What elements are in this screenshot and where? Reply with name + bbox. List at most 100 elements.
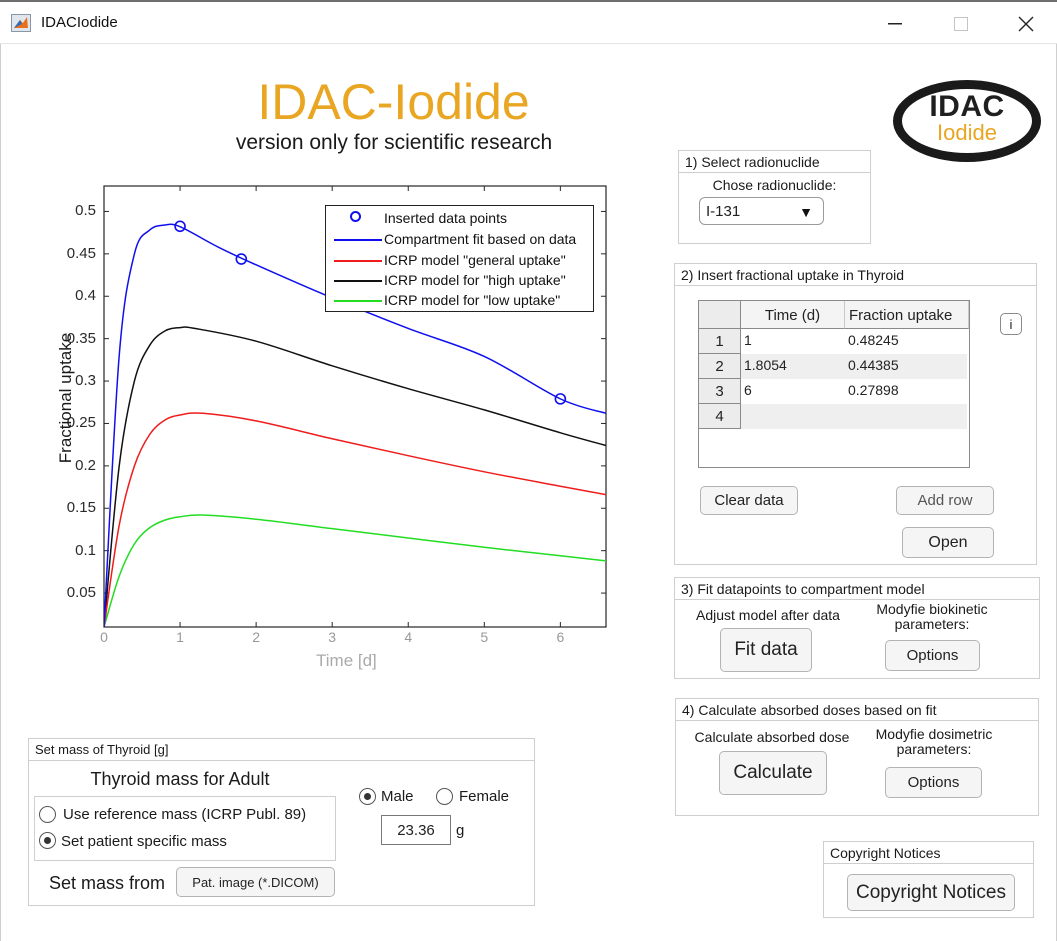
uptake-table[interactable]: Time (d) Fraction uptake 1 1 0.48245 2 1… xyxy=(698,300,970,468)
row-header[interactable]: 2 xyxy=(699,354,741,379)
green-line-icon xyxy=(334,300,382,302)
window-title: IDACIodide xyxy=(41,14,118,31)
x-tick-label: 3 xyxy=(328,629,337,645)
thyroid-mass-heading: Thyroid mass for Adult xyxy=(90,769,270,789)
copyright-notices-button[interactable]: Copyright Notices xyxy=(847,874,1015,911)
app-subtitle: version only for scientific research xyxy=(235,131,553,154)
panel-title: 3) Fit datapoints to compartment model xyxy=(675,578,1039,600)
cell-time[interactable]: 6 xyxy=(744,382,752,398)
idac-logo: IDAC Iodide xyxy=(893,80,1041,162)
mass-option-group xyxy=(34,796,336,861)
maximize-icon xyxy=(954,17,968,31)
series-line xyxy=(104,514,606,627)
y-tick-label: 0.15 xyxy=(66,499,96,517)
y-tick-label: 0.3 xyxy=(75,372,96,390)
patient-mass-label[interactable]: Set patient specific mass xyxy=(61,833,227,850)
calculate-dose-label: Calculate absorbed dose xyxy=(694,729,850,745)
chart-legend: Inserted data points Compartment fit bas… xyxy=(325,205,594,312)
clear-data-button[interactable]: Clear data xyxy=(700,486,798,515)
panel-title: Copyright Notices xyxy=(824,842,1033,864)
dosimetric-label: Modyfie dosimetric parameters: xyxy=(875,726,993,757)
y-tick-label: 0.05 xyxy=(66,584,96,602)
data-point-marker xyxy=(554,393,567,405)
biokinetic-options-button[interactable]: Options xyxy=(885,640,980,671)
legend-item-low-uptake: ICRP model for "low uptake" xyxy=(326,291,593,311)
x-tick-label: 1 xyxy=(176,629,184,645)
calculate-button[interactable]: Calculate xyxy=(719,751,827,795)
close-button[interactable] xyxy=(1003,9,1049,39)
y-axis-label: Fractional uptake xyxy=(56,332,75,464)
add-row-button[interactable]: Add row xyxy=(896,486,994,515)
table-corner xyxy=(699,301,741,329)
female-radio[interactable] xyxy=(436,788,453,805)
blue-line-icon xyxy=(334,239,382,241)
red-line-icon xyxy=(334,260,382,262)
female-label[interactable]: Female xyxy=(459,788,510,805)
y-tick-label: 0.5 xyxy=(75,202,96,220)
cell-time[interactable]: 1.8054 xyxy=(741,354,845,379)
legend-item-high-uptake: ICRP model for "high uptake" xyxy=(326,271,593,291)
set-mass-from-label: Set mass from xyxy=(49,873,166,893)
dropdown-arrow-icon: ▼ xyxy=(799,204,813,220)
column-header-fraction[interactable]: Fraction uptake xyxy=(845,301,969,329)
matlab-app-icon xyxy=(11,14,31,32)
panel-title: Set mass of Thyroid [g] xyxy=(29,739,534,761)
cell-fraction[interactable] xyxy=(845,404,967,429)
uptake-chart: 0.05 0.1 0.15 0.2 0.25 0.3 0.35 0.4 0.45 0.5 0 1 2 3… xyxy=(0,0,640,690)
cell-fraction[interactable]: 0.44385 xyxy=(845,354,967,379)
mass-unit: g xyxy=(456,822,465,839)
x-tick-label: 4 xyxy=(404,629,413,645)
cell-fraction[interactable]: 0.27898 xyxy=(848,382,899,398)
panel-title: 1) Select radionuclide xyxy=(679,151,870,173)
series-line xyxy=(104,412,606,627)
legend-item-data-points: Inserted data points xyxy=(326,209,593,229)
panel-title: 4) Calculate absorbed doses based on fit xyxy=(676,699,1038,721)
series-line xyxy=(104,223,606,627)
app-title: IDAC-Iodide xyxy=(257,74,530,130)
data-point-marker xyxy=(174,220,186,233)
series-line xyxy=(104,326,606,627)
y-tick-label: 0.25 xyxy=(66,414,96,432)
reference-mass-label[interactable]: Use reference mass (ICRP Publ. 89) xyxy=(63,806,307,823)
radionuclide-label: Chose radionuclide: xyxy=(712,177,837,193)
fit-data-button[interactable]: Fit data xyxy=(720,628,812,672)
x-tick-label: 0 xyxy=(100,629,108,645)
row-header[interactable]: 3 xyxy=(699,379,741,404)
y-tick-label: 0.2 xyxy=(75,456,96,474)
legend-item-compartment-fit: Compartment fit based on data xyxy=(326,230,593,250)
cell-time[interactable] xyxy=(741,404,845,429)
dicom-image-button[interactable]: Pat. image (*.DICOM) xyxy=(176,867,335,897)
reference-mass-radio[interactable] xyxy=(39,806,56,823)
cell-fraction[interactable]: 0.48245 xyxy=(848,332,899,348)
patient-mass-radio[interactable] xyxy=(39,832,56,849)
column-header-time[interactable]: Time (d) xyxy=(741,301,845,329)
biokinetic-label: Modyfie biokinetic parameters: xyxy=(876,601,988,632)
male-radio[interactable] xyxy=(359,788,376,805)
adjust-model-label: Adjust model after data xyxy=(696,607,840,623)
info-button[interactable]: i xyxy=(1000,313,1022,335)
open-button[interactable]: Open xyxy=(902,527,994,558)
x-tick-label: 2 xyxy=(252,629,260,645)
row-header[interactable]: 1 xyxy=(699,329,741,354)
dosimetric-options-button[interactable]: Options xyxy=(885,767,982,798)
radionuclide-dropdown[interactable]: I-131 ▼ xyxy=(699,197,824,225)
male-label[interactable]: Male xyxy=(381,788,414,805)
legend-item-general-uptake: ICRP model "general uptake" xyxy=(326,251,593,271)
window-titlebar: IDACIodide xyxy=(0,0,1057,44)
minimize-button[interactable] xyxy=(872,9,918,39)
minimize-icon xyxy=(888,23,902,25)
mass-input[interactable]: 23.36 xyxy=(381,815,451,845)
data-point-marker xyxy=(235,253,248,265)
window-border-left xyxy=(0,44,1,941)
panel-title: 2) Insert fractional uptake in Thyroid xyxy=(675,264,1036,286)
row-header[interactable]: 4 xyxy=(699,404,741,429)
dropdown-value: I-131 xyxy=(706,203,741,220)
logo-text-top: IDAC xyxy=(929,90,1005,123)
black-line-icon xyxy=(334,280,382,282)
y-tick-label: 0.1 xyxy=(75,541,96,559)
x-axis-label: Time [d] xyxy=(316,651,377,670)
cell-time[interactable]: 1 xyxy=(744,332,752,348)
y-tick-label: 0.35 xyxy=(66,329,96,347)
x-tick-label: 5 xyxy=(480,629,489,645)
maximize-button[interactable] xyxy=(938,9,984,39)
